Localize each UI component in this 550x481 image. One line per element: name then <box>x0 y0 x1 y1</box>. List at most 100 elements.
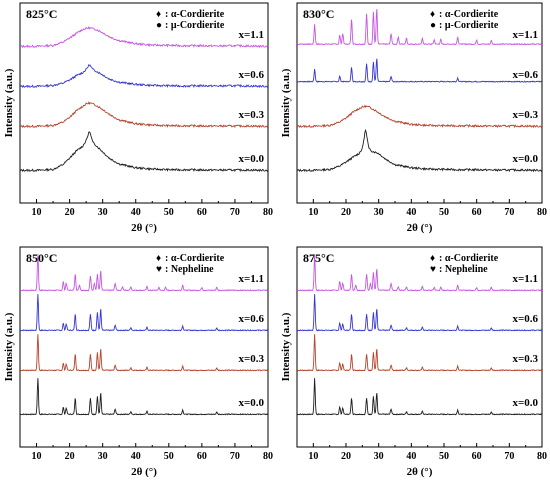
x-tick-label: 50 <box>439 207 449 218</box>
legend-label: : α-Cordierite <box>165 9 225 20</box>
legend-symbol: ♦ <box>430 253 435 264</box>
panel-title: 825°C <box>26 7 57 21</box>
legend-label: : μ-Cordierite <box>165 20 225 31</box>
x-tick-label: 20 <box>65 451 75 462</box>
x-tick-label: 30 <box>374 451 384 462</box>
plot-frame <box>19 246 269 448</box>
panel-title: 875°C <box>303 251 334 265</box>
legend-symbol: ♥ <box>430 264 436 275</box>
legend-symbol: ♦ <box>156 253 161 264</box>
x-tick-label: 10 <box>32 207 42 218</box>
series-label: x=1.1 <box>238 273 264 285</box>
plot-frame <box>296 2 543 204</box>
legend-symbol: ● <box>430 20 436 31</box>
x-tick-label: 40 <box>406 207 416 218</box>
panel-850c: 10 20 30 40 50 60 70 80 2θ (°) Intensity (a.u.) 85… <box>3 246 273 478</box>
x-tick-label: 80 <box>537 207 547 218</box>
series-line <box>19 334 268 372</box>
y-axis-title: Intensity (a.u.) <box>280 312 292 381</box>
legend-symbol: ♦ <box>156 9 161 20</box>
x-tick-label: 70 <box>230 207 240 218</box>
series-line <box>296 334 542 372</box>
series-line <box>297 9 543 46</box>
y-axis-title: Intensity (a.u.) <box>3 68 15 137</box>
x-tick-label: 80 <box>263 207 273 218</box>
x-tick-label: 20 <box>341 207 351 218</box>
x-axis-title: 2θ (°) <box>131 466 157 478</box>
x-tick-label: 60 <box>472 207 482 218</box>
x-tick-label: 50 <box>164 207 174 218</box>
series-label: x=0.0 <box>238 153 264 165</box>
series-label: x=0.3 <box>512 353 538 365</box>
x-tick-label: 80 <box>263 451 273 462</box>
series-line <box>19 254 268 292</box>
x-tick-label: 80 <box>537 451 547 462</box>
x-axis-title: 2θ (°) <box>407 222 433 234</box>
x-tick-label: 70 <box>504 207 514 218</box>
panel-title: 830°C <box>303 7 334 21</box>
series-label: x=0.3 <box>238 353 264 365</box>
x-tick-label: 40 <box>406 451 416 462</box>
x-tick-label: 10 <box>308 207 318 218</box>
legend-label: : Nepheline <box>165 264 214 275</box>
series-label: x=1.1 <box>238 29 264 41</box>
legend-label: : α-Cordierite <box>439 9 499 20</box>
series-label: x=0.0 <box>512 397 538 409</box>
panel-title: 850°C <box>26 251 57 265</box>
panel-875c: 10 20 30 40 50 60 70 80 2θ (°) Intensity (a.u.) 87… <box>280 246 547 478</box>
x-tick-label: 70 <box>230 451 240 462</box>
legend-label: : α-Cordierite <box>439 253 499 264</box>
series-label: x=0.3 <box>238 109 264 121</box>
legend-symbol: ♦ <box>430 9 435 20</box>
plot-frame <box>19 2 269 204</box>
x-tick-label: 20 <box>341 451 351 462</box>
x-tick-label: 70 <box>504 451 514 462</box>
series-label: x=0.6 <box>512 69 538 81</box>
series-line <box>296 254 542 292</box>
x-tick-label: 50 <box>439 451 449 462</box>
legend-label: : μ-Cordierite <box>439 20 499 31</box>
x-axis-title: 2θ (°) <box>407 466 433 478</box>
x-tick-label: 60 <box>197 451 207 462</box>
series-line <box>19 378 268 416</box>
legend-label: : Nepheline <box>439 264 488 275</box>
series-label: x=0.0 <box>238 397 264 409</box>
x-tick-label: 60 <box>197 207 207 218</box>
y-axis-title: Intensity (a.u.) <box>280 68 292 137</box>
series-line <box>296 104 543 129</box>
x-tick-label: 60 <box>472 451 482 462</box>
y-axis-title: Intensity (a.u.) <box>3 312 15 381</box>
series-label: x=0.3 <box>512 109 538 121</box>
x-tick-label: 50 <box>164 451 174 462</box>
x-tick-label: 20 <box>65 207 75 218</box>
series-line <box>296 128 543 173</box>
series-line <box>296 378 542 416</box>
legend-label: : α-Cordierite <box>165 253 225 264</box>
series-line <box>296 294 542 332</box>
plot-frame <box>296 246 543 448</box>
panel-830c: 10 20 30 40 50 60 70 80 2θ (°) Intensity (a.u.) 83… <box>280 2 547 234</box>
x-tick-label: 10 <box>308 451 318 462</box>
legend-symbol: ● <box>156 20 162 31</box>
series-line <box>19 101 269 129</box>
series-line <box>296 58 542 83</box>
series-label: x=1.1 <box>512 29 538 41</box>
series-label: x=0.0 <box>512 153 538 165</box>
legend-symbol: ♥ <box>156 264 162 275</box>
x-axis-title: 2θ (°) <box>131 222 157 234</box>
series-line <box>19 294 268 332</box>
x-tick-label: 40 <box>131 207 141 218</box>
series-line <box>19 25 269 49</box>
panel-825c: 10 20 30 40 50 60 70 80 2θ (°) Intensity (a.u.) 82… <box>3 2 273 234</box>
series-label: x=1.1 <box>512 273 538 285</box>
x-tick-label: 40 <box>131 451 141 462</box>
x-tick-label: 10 <box>32 451 42 462</box>
x-tick-label: 30 <box>98 207 108 218</box>
series-label: x=0.6 <box>238 313 264 325</box>
series-label: x=0.6 <box>512 313 538 325</box>
series-line <box>19 131 269 173</box>
series-line <box>19 63 269 89</box>
x-tick-label: 30 <box>374 207 384 218</box>
series-label: x=0.6 <box>238 69 264 81</box>
